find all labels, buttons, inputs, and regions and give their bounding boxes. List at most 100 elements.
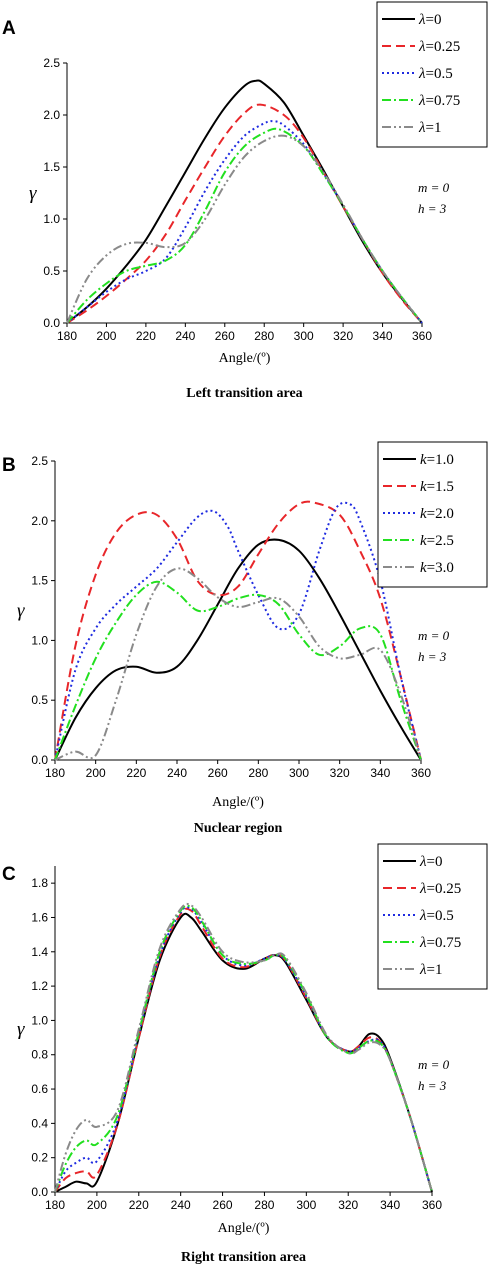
- legend-box: [377, 441, 488, 588]
- series-line: [54, 501, 422, 761]
- y-axis-title: γ: [17, 1019, 25, 1040]
- series-line: [54, 902, 433, 1193]
- x-tick-label: 320: [330, 766, 350, 780]
- series-line: [54, 906, 433, 1193]
- x-tick-label: 220: [129, 1198, 149, 1212]
- legend-box: [376, 1, 488, 148]
- legend-label: λ=1: [419, 962, 442, 978]
- param-h: h = 3: [418, 649, 447, 664]
- y-tick-label: 0.4: [31, 1116, 48, 1130]
- x-tick-label: 240: [171, 1198, 191, 1212]
- x-tick-label: 260: [215, 329, 235, 343]
- y-tick-label: 1.6: [31, 910, 48, 924]
- y-tick-label: 0.5: [31, 693, 48, 707]
- x-tick-label: 200: [87, 1198, 107, 1212]
- panel-letter: C: [2, 864, 16, 885]
- y-tick-label: 2.0: [43, 108, 60, 122]
- x-tick-label: 340: [370, 766, 390, 780]
- series-line: [54, 538, 422, 761]
- series-line: [66, 127, 423, 324]
- y-tick-label: 1.4: [31, 945, 48, 959]
- x-tick-label: 260: [208, 766, 228, 780]
- legend-box: [377, 843, 488, 990]
- param-m: m = 0: [418, 628, 450, 643]
- legend: λ=0 λ=0.25 λ=0.5 λ=0.75 λ=1: [377, 843, 488, 990]
- y-tick-label: 0.0: [31, 1185, 48, 1199]
- x-tick-label: 320: [338, 1198, 358, 1212]
- x-tick-label: 280: [254, 1198, 274, 1212]
- series-line: [54, 500, 422, 761]
- panel-caption: Right transition area: [181, 1250, 306, 1265]
- series-line: [66, 134, 423, 324]
- x-tick-label: 360: [422, 1198, 442, 1212]
- series-line: [66, 120, 423, 324]
- x-tick-label: 260: [213, 1198, 233, 1212]
- legend-label: λ=0.5: [419, 908, 454, 924]
- series-line: [54, 567, 422, 761]
- legend-label: λ=0: [419, 854, 442, 870]
- y-axis-title: γ: [17, 601, 25, 622]
- param-m: m = 0: [418, 1057, 450, 1072]
- panel-letter: A: [2, 18, 16, 39]
- x-tick-label: 340: [373, 329, 393, 343]
- legend-label: λ=0.5: [418, 66, 453, 82]
- y-tick-label: 1.5: [31, 574, 48, 588]
- x-axis-title: Angle/(º): [212, 795, 264, 810]
- x-tick-label: 300: [294, 329, 314, 343]
- legend-label: λ=0.25: [419, 881, 461, 897]
- x-tick-label: 280: [254, 329, 274, 343]
- y-tick-label: 1.0: [43, 212, 60, 226]
- series-line: [54, 912, 433, 1193]
- x-tick-label: 200: [86, 766, 106, 780]
- y-tick-label: 1.5: [43, 160, 60, 174]
- x-tick-label: 220: [136, 329, 156, 343]
- series-line: [54, 580, 422, 761]
- y-tick-label: 0.0: [31, 753, 48, 767]
- legend: k=1.0 k=1.5 k=2.0 k=2.5 k=3.0: [377, 441, 488, 588]
- param-h: h = 3: [418, 1078, 447, 1093]
- x-tick-label: 180: [57, 329, 77, 343]
- chart-panel-a: A 180 200 220 240 260 280 300 320 340 360 0.0 0.5 1.0…: [2, 1, 488, 401]
- legend-label: λ=1: [418, 120, 441, 136]
- legend-label: k=1.0: [420, 452, 454, 468]
- y-tick-label: 2.5: [43, 56, 60, 70]
- x-tick-label: 240: [167, 766, 187, 780]
- chart-panel-b: B 180 200 220 240 260 280 300 320 340 360 0.0 0.5 1.0…: [2, 441, 488, 836]
- panel-caption: Nuclear region: [194, 821, 283, 836]
- x-tick-label: 220: [126, 766, 146, 780]
- legend-label: λ=0.75: [418, 93, 460, 109]
- chart-panel-c: C 180 200 220 240 260 280 300 320 340 360 0.0 0.2 0.4…: [2, 843, 488, 1265]
- legend-label: λ=0.25: [418, 39, 460, 55]
- legend: λ=0 λ=0.25 λ=0.5 λ=0.75 λ=1: [376, 1, 488, 148]
- series-line: [54, 907, 433, 1193]
- x-tick-label: 280: [248, 766, 268, 780]
- x-tick-label: 360: [412, 329, 432, 343]
- x-tick-label: 180: [45, 766, 65, 780]
- y-tick-label: 0.6: [31, 1082, 48, 1096]
- x-tick-label: 340: [380, 1198, 400, 1212]
- y-tick-label: 0.8: [31, 1048, 48, 1062]
- y-tick-label: 0.2: [31, 1151, 48, 1165]
- panel-caption: Left transition area: [186, 386, 302, 401]
- y-tick-label: 0.5: [43, 264, 60, 278]
- legend-label: k=2.0: [420, 506, 454, 522]
- y-tick-label: 1.2: [31, 979, 48, 993]
- param-m: m = 0: [418, 180, 450, 195]
- legend-label: k=1.5: [420, 479, 454, 495]
- x-tick-label: 240: [175, 329, 195, 343]
- y-axis-title: γ: [29, 183, 37, 204]
- legend-label: k=2.5: [420, 533, 454, 549]
- y-tick-label: 2.5: [31, 454, 48, 468]
- x-tick-label: 300: [289, 766, 309, 780]
- legend-label: λ=0.75: [419, 935, 461, 951]
- x-tick-label: 320: [333, 329, 353, 343]
- y-tick-label: 2.0: [31, 514, 48, 528]
- x-tick-label: 200: [96, 329, 116, 343]
- x-axis-title: Angle/(º): [219, 351, 271, 366]
- param-h: h = 3: [418, 201, 447, 216]
- panel-letter: B: [2, 455, 16, 476]
- series-line: [54, 904, 433, 1193]
- series-line: [66, 79, 423, 324]
- y-tick-label: 0.0: [43, 316, 60, 330]
- legend-label: k=3.0: [420, 560, 454, 576]
